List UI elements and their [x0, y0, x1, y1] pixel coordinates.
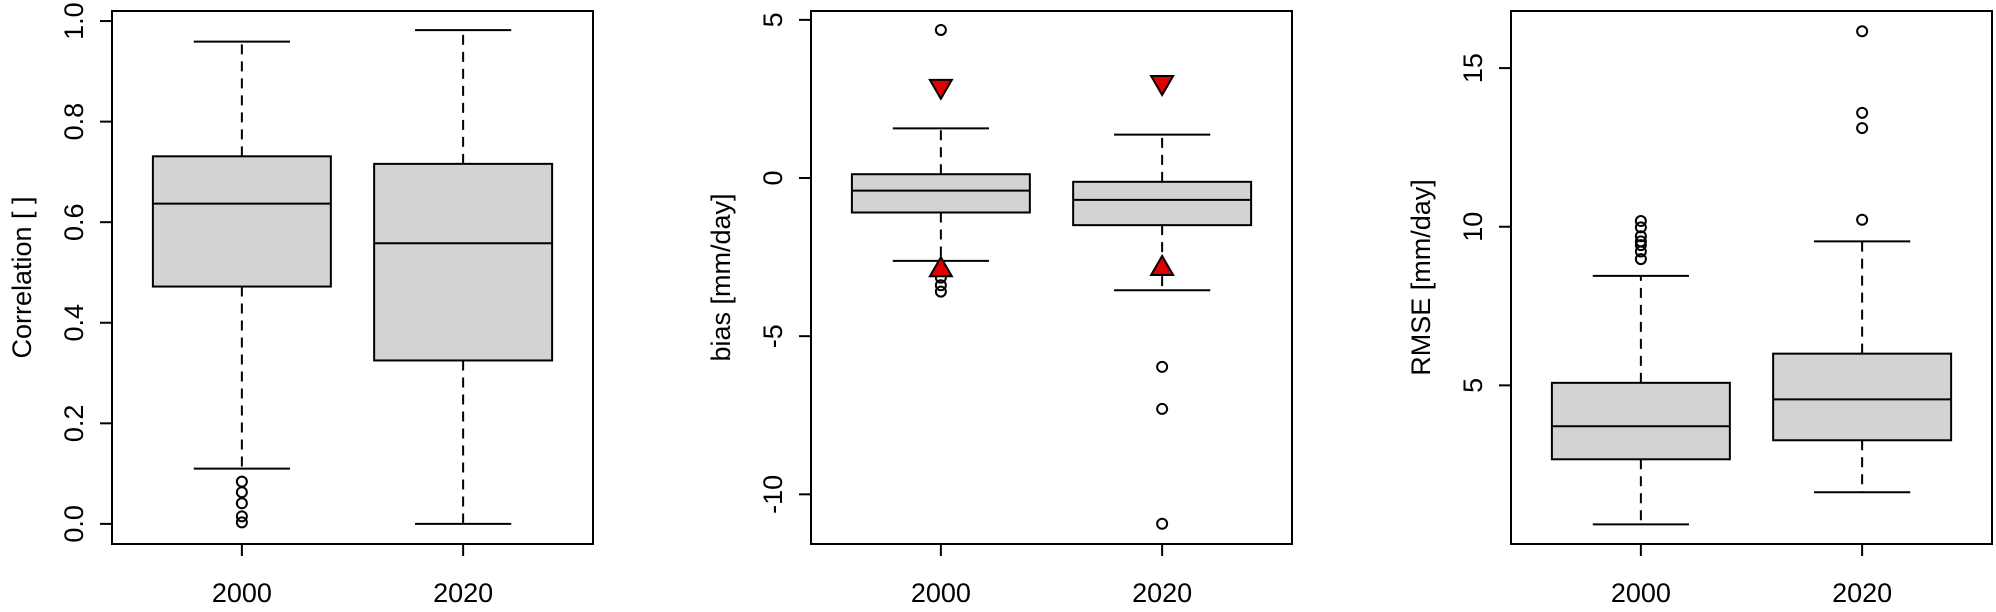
box: [151, 155, 332, 288]
outlier: [235, 510, 248, 523]
outlier: [235, 486, 248, 499]
plot-frame: [810, 10, 1293, 545]
y-tick-label: -10: [758, 475, 788, 514]
outlier: [934, 23, 947, 36]
plot-frame: [111, 10, 594, 545]
box: [1772, 352, 1953, 442]
outlier: [1634, 221, 1647, 234]
box: [850, 173, 1031, 214]
x-tick-label: 2000: [911, 578, 971, 607]
y-tick-label: 5: [1458, 378, 1488, 393]
marker-down: [928, 78, 954, 101]
outlier: [1634, 239, 1647, 252]
y-axis-label: RMSE [mm/day]: [1406, 179, 1436, 376]
box: [1072, 180, 1253, 227]
y-tick-label: -5: [758, 324, 788, 348]
outlier: [1634, 230, 1647, 243]
outlier: [235, 516, 248, 529]
y-tick-label: 10: [1458, 212, 1488, 242]
y-tick-label: 0.0: [59, 505, 89, 543]
box: [1550, 381, 1731, 461]
outlier: [1856, 213, 1869, 226]
outlier: [1856, 106, 1869, 119]
outlier: [1634, 253, 1647, 266]
y-tick-label: 5: [758, 12, 788, 27]
outlier: [235, 497, 248, 510]
y-tick-label: 15: [1458, 53, 1488, 83]
marker-up: [928, 255, 954, 278]
y-tick-label: 0.4: [59, 304, 89, 342]
marker-down: [1149, 75, 1175, 98]
outlier: [934, 279, 947, 292]
marker-up: [1149, 253, 1175, 276]
y-tick-label: 0.8: [59, 103, 89, 141]
x-tick-label: 2020: [1132, 578, 1192, 607]
y-tick-label: 0: [758, 171, 788, 186]
y-tick-label: 1.0: [59, 2, 89, 40]
plot-frame: [1510, 10, 1993, 545]
x-tick-label: 2020: [1832, 578, 1892, 607]
outlier: [1634, 215, 1647, 228]
outlier: [1856, 122, 1869, 135]
y-axis-label: bias [mm/day]: [706, 193, 736, 361]
outlier: [1156, 517, 1169, 530]
outlier: [1156, 402, 1169, 415]
x-tick-label: 2000: [212, 578, 272, 607]
y-axis-label: Correlation [ ]: [7, 196, 37, 358]
x-tick-label: 2000: [1611, 578, 1671, 607]
outlier: [1634, 235, 1647, 248]
y-tick-label: 0.2: [59, 405, 89, 443]
outlier: [1856, 25, 1869, 38]
y-tick-label: 0.6: [59, 203, 89, 241]
box: [373, 162, 554, 362]
outlier: [235, 475, 248, 488]
outlier: [934, 285, 947, 298]
outlier: [1156, 360, 1169, 373]
x-tick-label: 2020: [433, 578, 493, 607]
